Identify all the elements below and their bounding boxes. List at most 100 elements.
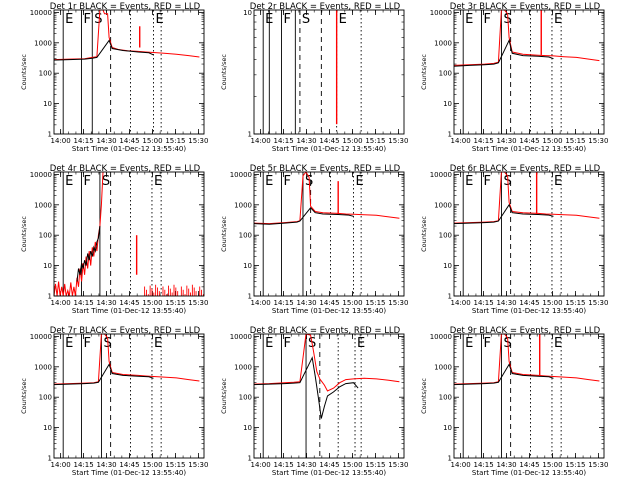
- x-tick-label: 15:30: [588, 137, 608, 145]
- y-tick-label: 10: [443, 262, 452, 270]
- y-tick-label: 10000: [30, 9, 52, 17]
- x-axis-title: Start Time (01-Dec-12 13:55:40): [472, 145, 586, 153]
- x-tick-label: 15:30: [388, 461, 408, 469]
- x-tick-label: 15:15: [165, 461, 185, 469]
- x-tick-label: 14:30: [96, 137, 116, 145]
- phase-marker-label: E: [155, 12, 163, 27]
- x-tick-label: 14:00: [51, 299, 71, 307]
- phase-marker-label: F: [284, 336, 291, 351]
- x-tick-label: 15:00: [342, 137, 362, 145]
- plot-frame: [53, 333, 205, 459]
- x-tick-label: 15:00: [142, 461, 162, 469]
- x-tick-label: 14:00: [251, 137, 271, 145]
- phase-marker-label: E: [554, 336, 562, 351]
- x-tick-label: 14:45: [319, 461, 339, 469]
- y-tick-label: 100: [439, 394, 452, 402]
- x-axis-title: Start Time (01-Dec-12 13:55:40): [272, 469, 386, 477]
- x-axis-title: Start Time (01-Dec-12 13:55:40): [72, 307, 186, 315]
- x-tick-label: 15:00: [542, 137, 562, 145]
- series-line: [53, 333, 200, 385]
- x-tick-label: 15:30: [188, 461, 208, 469]
- y-tick-label: 10: [43, 262, 52, 270]
- plot-frame: [253, 171, 405, 297]
- x-tick-label: 14:15: [273, 137, 293, 145]
- series-line: [53, 39, 154, 61]
- x-tick-label: 14:45: [519, 299, 539, 307]
- chart-panel: Det 8r BLACK = Events, RED = LLD Counts/s…: [220, 326, 408, 477]
- y-tick-label: 10: [243, 424, 252, 432]
- plot-frame: [253, 9, 405, 135]
- series-line: [453, 9, 600, 66]
- x-tick-label: 14:45: [119, 299, 139, 307]
- plot-frame: [453, 171, 605, 297]
- x-tick-label: 15:15: [565, 137, 585, 145]
- x-tick-label: 15:00: [342, 299, 362, 307]
- y-tick-label: 10: [43, 424, 52, 432]
- series-line: [53, 171, 104, 297]
- y-tick-label: 1000: [234, 363, 252, 371]
- x-tick-label: 14:30: [496, 299, 516, 307]
- series-line: [53, 363, 154, 386]
- y-axis-title: Counts/sec: [220, 54, 228, 90]
- x-tick-label: 14:15: [73, 461, 93, 469]
- chart-title: Det 1r BLACK = Events, RED = LLD: [50, 2, 201, 12]
- chart-title: Det 4r BLACK = Events, RED = LLD: [50, 164, 201, 174]
- phase-marker-label: F: [484, 174, 491, 189]
- y-axis-title: Counts/sec: [20, 378, 28, 414]
- chart-title: Det 5r BLACK = Events, RED = LLD: [250, 164, 401, 174]
- phase-marker-label: E: [355, 174, 363, 189]
- series-line: [453, 38, 554, 67]
- y-tick-label: 10000: [430, 171, 452, 179]
- y-tick-label: 1: [48, 131, 52, 139]
- series-line: [253, 356, 359, 419]
- y-tick-label: 1000: [434, 39, 452, 47]
- x-tick-label: 14:15: [273, 461, 293, 469]
- y-tick-label: 100: [39, 232, 52, 240]
- x-tick-label: 14:30: [496, 137, 516, 145]
- y-tick-label: 1000: [34, 363, 52, 371]
- phase-marker-label: E: [154, 174, 162, 189]
- plot-frame: [53, 171, 205, 297]
- phase-marker-label: E: [554, 174, 562, 189]
- phase-marker-label: F: [84, 12, 91, 27]
- x-tick-label: 14:15: [73, 299, 93, 307]
- phase-marker-label: S: [302, 12, 310, 27]
- y-axis-title: Counts/sec: [20, 216, 28, 252]
- y-tick-label: 1: [248, 455, 252, 463]
- y-tick-label: 1: [248, 293, 252, 301]
- y-tick-label: 1: [48, 455, 52, 463]
- phase-marker-label: F: [84, 174, 91, 189]
- x-tick-label: 15:15: [565, 299, 585, 307]
- phase-marker-label: S: [94, 12, 102, 27]
- x-tick-label: 15:30: [588, 461, 608, 469]
- y-tick-label: 1000: [34, 39, 52, 47]
- phase-marker-label: F: [484, 336, 491, 351]
- phase-marker-label: E: [357, 336, 365, 351]
- chart-panel: Det 9r BLACK = Events, RED = LLD Counts/s…: [420, 326, 608, 477]
- phase-marker-label: E: [65, 174, 73, 189]
- y-tick-label: 1000: [34, 201, 52, 209]
- x-tick-label: 14:00: [451, 299, 471, 307]
- phase-marker-label: F: [484, 12, 491, 27]
- x-tick-label: 15:15: [165, 299, 185, 307]
- x-tick-label: 15:00: [542, 299, 562, 307]
- chart-panel: Det 4r BLACK = Events, RED = LLD Counts/s…: [20, 164, 208, 315]
- x-tick-label: 15:30: [588, 299, 608, 307]
- x-tick-label: 15:30: [388, 137, 408, 145]
- y-tick-label: 100: [239, 232, 252, 240]
- chart-title: Det 6r BLACK = Events, RED = LLD: [450, 164, 601, 174]
- phase-marker-label: F: [84, 336, 91, 351]
- y-axis-title: Counts/sec: [420, 216, 428, 252]
- series-line: [253, 207, 354, 225]
- y-tick-label: 10000: [430, 333, 452, 341]
- x-tick-label: 14:00: [251, 299, 271, 307]
- y-axis-title: Counts/sec: [20, 54, 28, 90]
- x-tick-label: 14:15: [473, 299, 493, 307]
- plot-frame: [53, 9, 205, 135]
- plot-frame: [253, 333, 405, 459]
- x-axis-title: Start Time (01-Dec-12 13:55:40): [472, 307, 586, 315]
- x-tick-label: 14:00: [51, 461, 71, 469]
- x-tick-label: 15:30: [388, 299, 408, 307]
- x-tick-label: 14:45: [119, 461, 139, 469]
- x-tick-label: 15:15: [165, 137, 185, 145]
